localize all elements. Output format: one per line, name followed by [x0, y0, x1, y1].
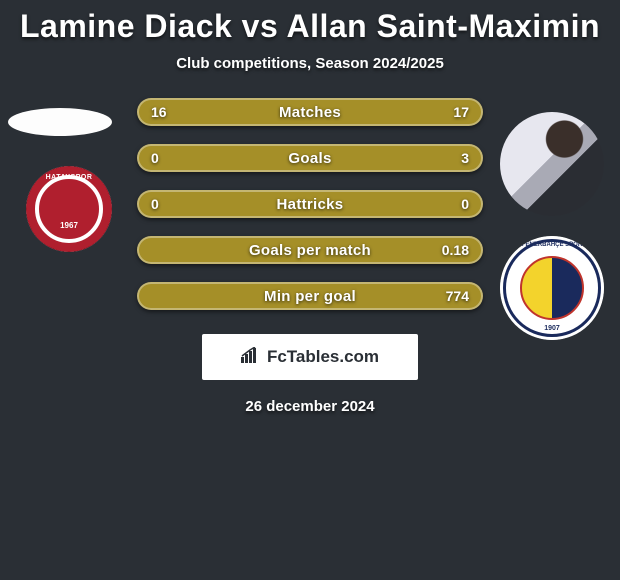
badge-right-text: FENERBAHÇE SPOR	[522, 242, 582, 248]
player-left-avatar	[8, 108, 112, 136]
stat-row: 0 Goals 3	[137, 144, 483, 172]
badge-left-text: HATAYSPOR	[46, 174, 93, 181]
stat-bars: 16 Matches 17 0 Goals 3 0 Hattricks 0 Go…	[137, 98, 483, 310]
stat-right-value: 774	[446, 288, 469, 304]
fenerbahce-badge-icon: FENERBAHÇE SPOR 1907	[500, 236, 604, 340]
badge-right-year: 1907	[544, 325, 560, 332]
stat-right-value: 3	[461, 150, 469, 166]
stat-row: Goals per match 0.18	[137, 236, 483, 264]
stat-label: Min per goal	[264, 288, 356, 305]
stat-label: Goals per match	[249, 242, 371, 259]
brand-box: FcTables.com	[202, 334, 418, 380]
brand-text: FcTables.com	[267, 347, 379, 367]
badge-right-inner-icon	[520, 256, 584, 320]
stat-label: Matches	[279, 104, 341, 121]
stat-right-value: 17	[453, 104, 469, 120]
badge-left-year: 1967	[60, 221, 78, 230]
player-silhouette-icon	[500, 112, 604, 216]
club-left-badge: HATAYSPOR 1967	[26, 166, 112, 252]
stat-row: Min per goal 774	[137, 282, 483, 310]
stat-row: 0 Hattricks 0	[137, 190, 483, 218]
stat-left-value: 0	[151, 196, 159, 212]
stat-left-value: 16	[151, 104, 167, 120]
stat-right-value: 0	[461, 196, 469, 212]
comparison-card: Lamine Diack vs Allan Saint-Maximin Club…	[0, 0, 620, 415]
stat-label: Goals	[288, 150, 331, 167]
page-title: Lamine Diack vs Allan Saint-Maximin	[0, 8, 620, 45]
stat-label: Hattricks	[277, 196, 344, 213]
stat-right-value: 0.18	[442, 242, 469, 258]
page-subtitle: Club competitions, Season 2024/2025	[0, 55, 620, 72]
stat-left-value: 0	[151, 150, 159, 166]
club-right-badge: FENERBAHÇE SPOR 1907	[500, 236, 604, 340]
stat-row: 16 Matches 17	[137, 98, 483, 126]
comparison-stage: HATAYSPOR 1967 FENERBAHÇE SPOR 1907 16 M…	[0, 98, 620, 415]
bar-chart-icon	[241, 347, 261, 368]
player-right-avatar	[500, 112, 604, 216]
hatayspor-badge-icon: HATAYSPOR 1967	[26, 166, 112, 252]
date-label: 26 december 2024	[0, 398, 620, 415]
